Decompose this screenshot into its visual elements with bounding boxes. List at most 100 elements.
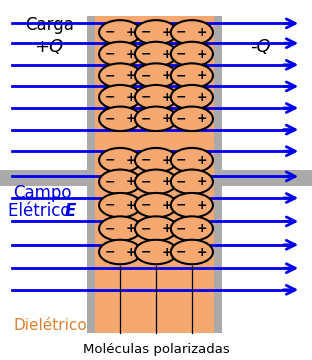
Ellipse shape	[171, 63, 213, 88]
Text: −: −	[104, 199, 115, 212]
Text: +: +	[125, 112, 136, 125]
Text: Dielétrico: Dielétrico	[13, 318, 87, 333]
Text: E: E	[65, 202, 76, 220]
Ellipse shape	[135, 170, 177, 194]
Ellipse shape	[171, 240, 213, 264]
Ellipse shape	[171, 193, 213, 217]
Text: +: +	[125, 246, 136, 258]
Text: +: +	[161, 175, 172, 188]
Text: Carga: Carga	[26, 16, 74, 34]
Ellipse shape	[135, 107, 177, 131]
Text: +: +	[125, 175, 136, 188]
Text: −: −	[140, 91, 151, 104]
Text: +: +	[125, 199, 136, 212]
Text: +: +	[161, 246, 172, 258]
Ellipse shape	[135, 42, 177, 66]
Text: Moléculas polarizadas: Moléculas polarizadas	[83, 343, 229, 356]
Text: +: +	[197, 246, 208, 258]
Ellipse shape	[171, 42, 213, 66]
Ellipse shape	[135, 63, 177, 88]
Ellipse shape	[99, 148, 141, 172]
Text: +: +	[197, 199, 208, 212]
Bar	[214, 16, 222, 333]
Text: Campo: Campo	[13, 184, 71, 202]
Ellipse shape	[171, 20, 213, 45]
Text: −: −	[140, 154, 151, 167]
Text: −: −	[176, 246, 187, 258]
Bar	[87, 16, 95, 333]
Text: +: +	[197, 175, 208, 188]
Ellipse shape	[99, 216, 141, 241]
Text: −: −	[104, 246, 115, 258]
Text: +: +	[197, 48, 208, 60]
Text: −: −	[176, 26, 187, 39]
Bar	[95, 16, 214, 333]
Text: −: −	[104, 69, 115, 82]
Text: −: −	[104, 48, 115, 60]
Text: +: +	[125, 91, 136, 104]
Ellipse shape	[171, 170, 213, 194]
Ellipse shape	[135, 240, 177, 264]
Text: +: +	[197, 26, 208, 39]
Text: −: −	[176, 69, 187, 82]
Text: −: −	[176, 112, 187, 125]
Text: −: −	[176, 154, 187, 167]
Text: −: −	[176, 175, 187, 188]
Ellipse shape	[171, 216, 213, 241]
Ellipse shape	[135, 20, 177, 45]
Ellipse shape	[99, 42, 141, 66]
Text: +: +	[161, 48, 172, 60]
Text: −: −	[140, 199, 151, 212]
Ellipse shape	[99, 63, 141, 88]
Text: −: −	[104, 154, 115, 167]
Text: −: −	[140, 69, 151, 82]
Bar	[222, 170, 312, 186]
Text: +: +	[161, 26, 172, 39]
Ellipse shape	[135, 193, 177, 217]
Text: +: +	[161, 112, 172, 125]
Ellipse shape	[135, 85, 177, 109]
Text: +: +	[197, 222, 208, 235]
Text: +: +	[161, 222, 172, 235]
Bar	[0, 170, 87, 186]
Text: −: −	[104, 26, 115, 39]
Text: −: −	[140, 175, 151, 188]
Text: −: −	[176, 222, 187, 235]
Text: −: −	[140, 222, 151, 235]
Ellipse shape	[171, 107, 213, 131]
Ellipse shape	[99, 107, 141, 131]
Ellipse shape	[135, 216, 177, 241]
Ellipse shape	[171, 85, 213, 109]
Text: −: −	[104, 112, 115, 125]
Ellipse shape	[99, 193, 141, 217]
Text: −: −	[104, 91, 115, 104]
Text: −: −	[140, 246, 151, 258]
Text: +: +	[125, 26, 136, 39]
Text: +: +	[125, 48, 136, 60]
Text: +: +	[125, 154, 136, 167]
Ellipse shape	[99, 170, 141, 194]
Text: -Q: -Q	[250, 38, 271, 56]
Text: +: +	[197, 69, 208, 82]
Ellipse shape	[99, 240, 141, 264]
Text: +: +	[161, 154, 172, 167]
Text: −: −	[104, 222, 115, 235]
Text: −: −	[140, 112, 151, 125]
Ellipse shape	[99, 85, 141, 109]
Text: Elétrico: Elétrico	[8, 202, 76, 220]
Text: −: −	[176, 48, 187, 60]
Text: +: +	[197, 91, 208, 104]
Text: +Q: +Q	[34, 38, 63, 56]
Ellipse shape	[171, 148, 213, 172]
Text: −: −	[176, 91, 187, 104]
Ellipse shape	[135, 148, 177, 172]
Text: +: +	[161, 199, 172, 212]
Text: +: +	[161, 91, 172, 104]
Text: +: +	[161, 69, 172, 82]
Ellipse shape	[99, 20, 141, 45]
Text: +: +	[197, 154, 208, 167]
Text: −: −	[140, 48, 151, 60]
Text: +: +	[125, 69, 136, 82]
Text: +: +	[197, 112, 208, 125]
Text: −: −	[140, 26, 151, 39]
